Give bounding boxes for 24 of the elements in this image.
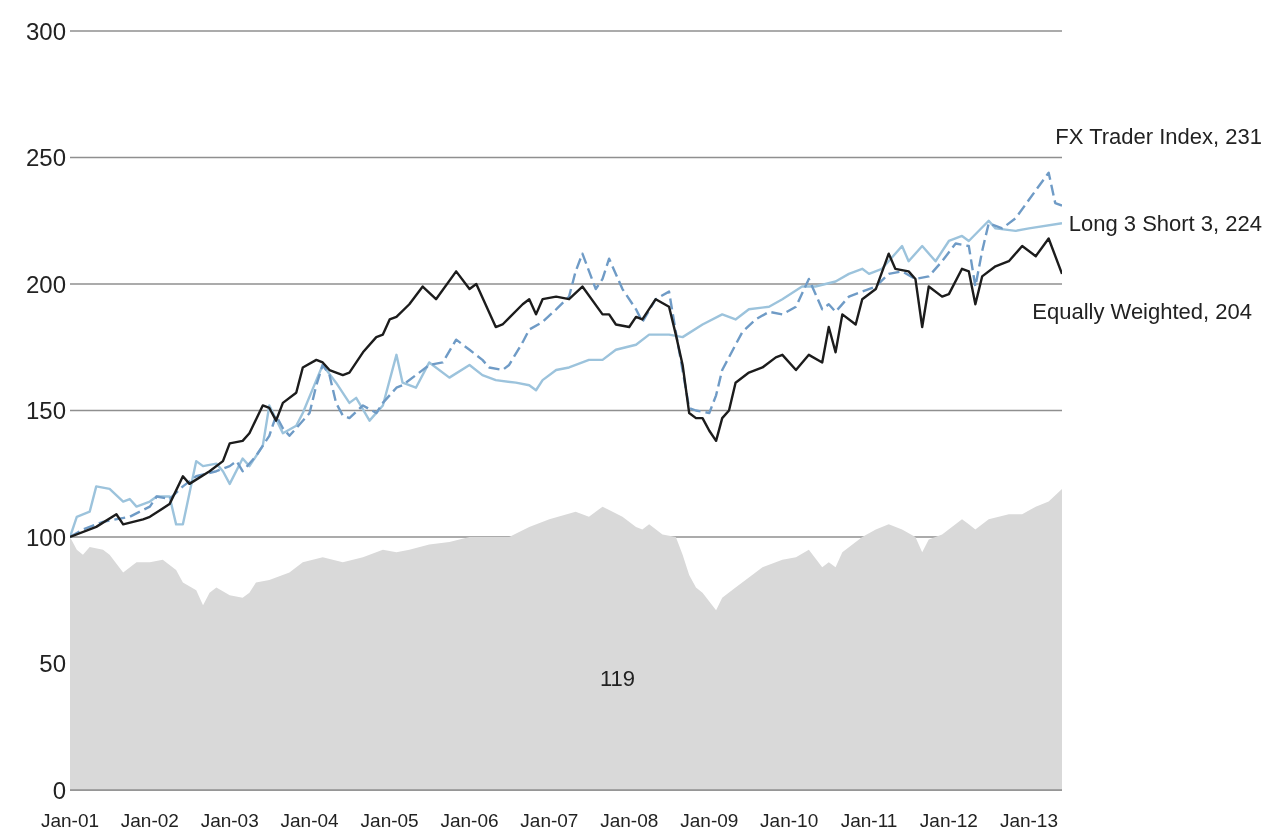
annotation: Equally Weighted, 204 (1032, 298, 1252, 324)
x-tick-label: Jan-07 (520, 810, 579, 832)
x-tick-label: Jan-04 (280, 810, 340, 832)
x-tick-label: Jan-02 (120, 810, 179, 832)
x-tick-label: Jan-12 (919, 810, 978, 832)
x-tick-label: Jan-03 (200, 810, 259, 832)
y-tick-label: 150 (25, 397, 66, 425)
x-tick-label: Jan-06 (440, 810, 499, 832)
y-tick-label: 50 (39, 650, 66, 678)
text: Long 3 Short 3, 224 (1068, 210, 1262, 236)
y-tick-label: 250 (25, 144, 66, 172)
y-tick-label: 100 (25, 523, 66, 551)
y-tick-label: 200 (25, 270, 66, 298)
x-tick-label: Jan-11 (840, 810, 898, 832)
annotation: 119 (600, 665, 636, 691)
y-tick-label: 300 (25, 17, 66, 45)
x-tick-label: Jan-05 (360, 810, 419, 832)
x-tick-label: Jan-08 (600, 810, 659, 832)
x-tick-label: Jan-01 (40, 810, 100, 832)
y-tick-label: 0 (52, 776, 66, 804)
x-tick-label: Jan-09 (680, 810, 739, 832)
x-tick-label: Jan-10 (760, 810, 819, 832)
x-tick-label: Jan-13 (999, 810, 1059, 832)
annotation: FX Trader Index, 231 (1055, 123, 1262, 149)
